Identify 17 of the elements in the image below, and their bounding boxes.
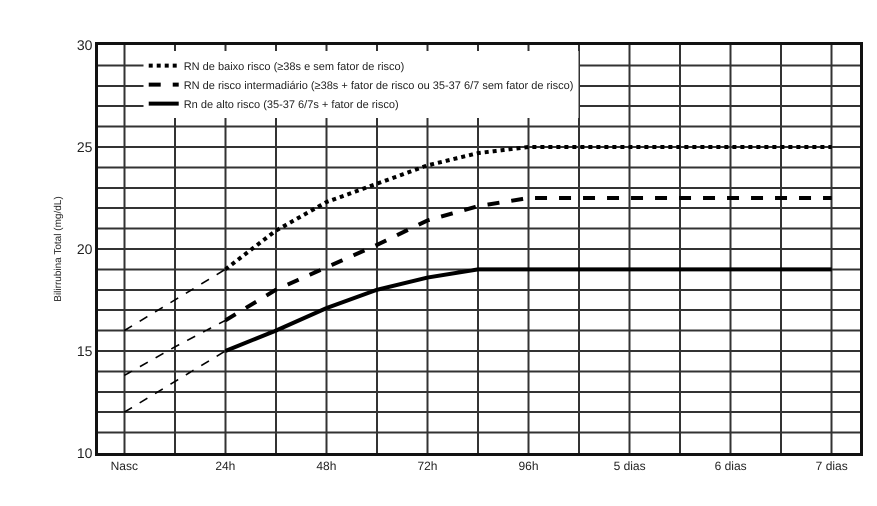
y-tick-label: 30: [76, 36, 93, 53]
y-tick-label: 25: [76, 138, 93, 155]
x-tick-label: 96h: [518, 459, 539, 474]
x-tick-label: 7 dias: [816, 459, 848, 474]
y-axis-title: Bilirrubina Total (mg/dL): [52, 196, 64, 302]
x-tick-label: 48h: [316, 459, 336, 474]
x-tick-label: 5 dias: [614, 459, 646, 474]
legend-label: RN de risco intermadiário (≥38s + fator de risco ou 35-37 6/7 sem fator de risco): [184, 80, 574, 92]
legend-label: RN de baixo risco (≥38s e sem fator de risco): [184, 60, 404, 73]
y-tick-label: 15: [76, 342, 93, 359]
x-tick-label: 24h: [215, 459, 236, 474]
legend-label: Rn de alto risco (35-37 6/7s + fator de risco): [184, 98, 399, 111]
y-tick-label: 10: [76, 444, 93, 461]
x-tick-label: Nasc: [110, 459, 138, 474]
x-tick-label: 72h: [417, 459, 438, 474]
x-tick-label: 6 dias: [714, 459, 747, 474]
y-tick-label: 20: [76, 240, 93, 257]
